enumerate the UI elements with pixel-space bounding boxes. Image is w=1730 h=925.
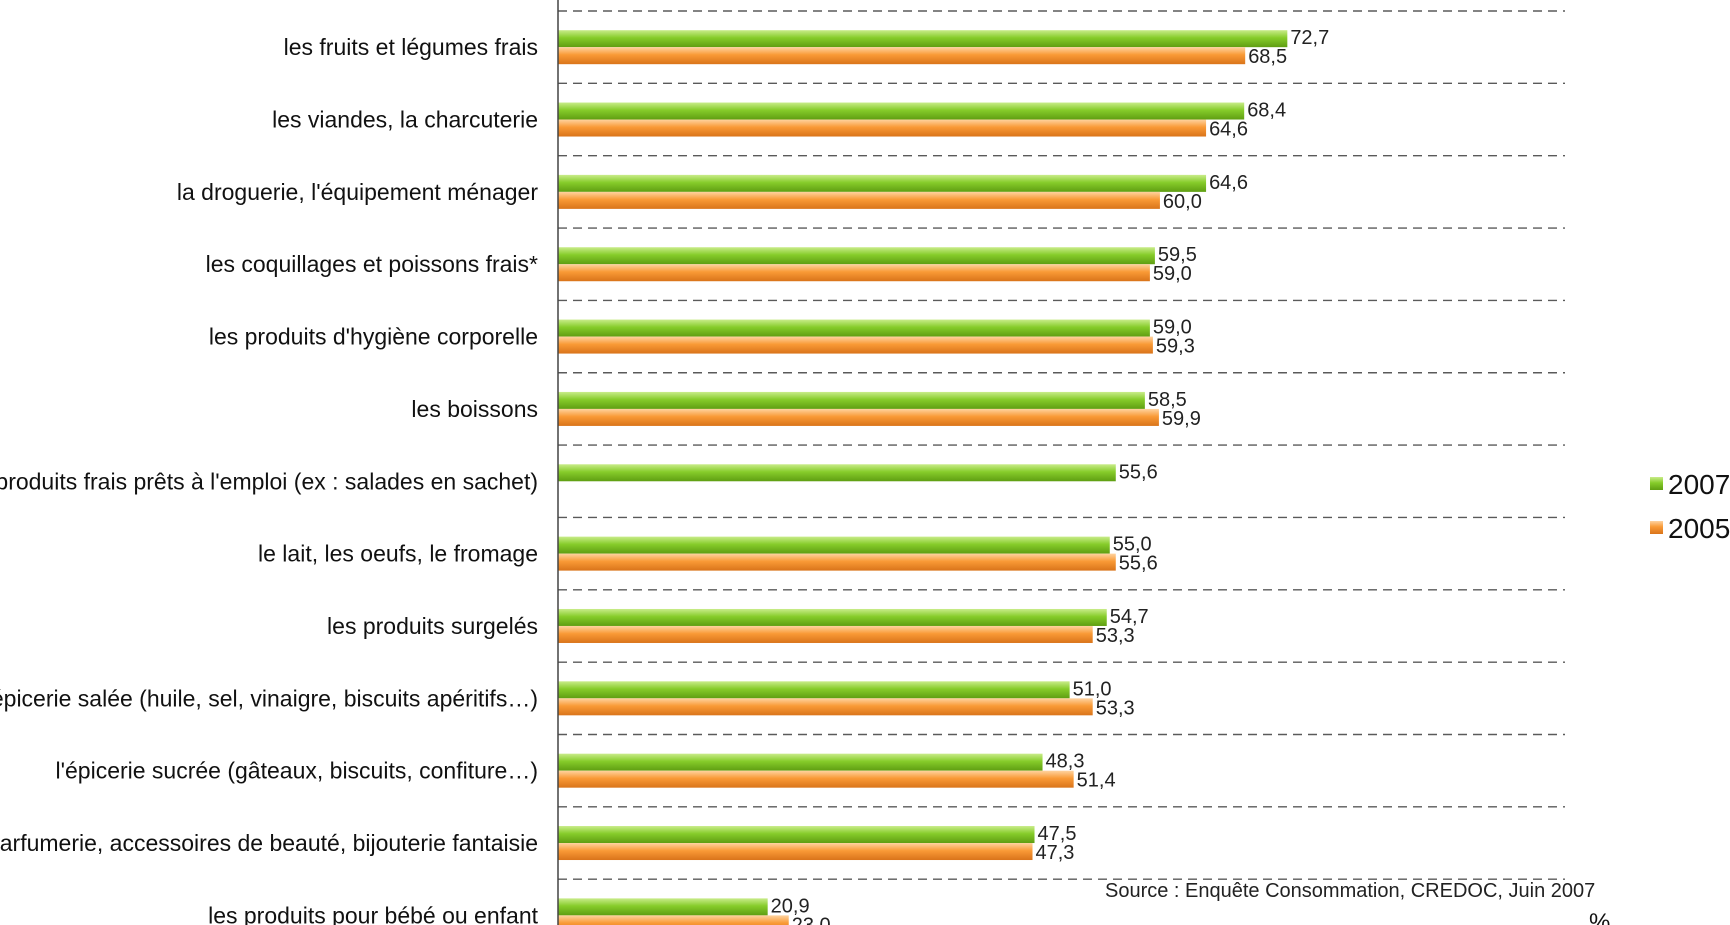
category-labels: les fruits et légumes frais les viandes, … [0,34,539,925]
bar-2007 [558,898,768,916]
bar-2007 [558,464,1116,482]
category-label: l'épicerie salée (huile, sel, vinaigre, … [0,685,538,711]
category-label: les produits d'hygiène corporelle [209,324,538,350]
source-note: Source : Enquête Consommation, CREDOC, J… [1105,880,1595,902]
bar-2005 [558,47,1246,65]
data-label-2005: 51,4 [1077,770,1116,792]
legend-label-2007: 2007 [1668,469,1730,500]
bar-2007 [558,536,1110,554]
bar-2005 [558,770,1074,788]
bar-2005 [558,264,1150,282]
value-labels: 72,768,568,464,664,660,059,559,059,059,3… [771,27,1330,925]
data-label-2005: 64,6 [1209,119,1248,141]
category-label: la droguerie, l'équipement ménager [177,179,538,205]
data-label-2005: 60,0 [1163,191,1202,213]
bar-2007 [558,247,1155,265]
bar-2005 [558,843,1033,861]
category-label: les produits frais prêts à l'emploi (ex … [0,468,538,494]
data-label-2007: 54,7 [1110,606,1149,628]
legend: 2007 2005 [1650,469,1730,544]
category-label: les viandes, la charcuterie [272,107,538,133]
data-label-2007: 55,6 [1119,461,1158,483]
category-label: le lait, les oeufs, le fromage [258,541,538,567]
category-label: la parfumerie, accessoires de beauté, bi… [0,830,538,856]
bar-2007 [558,826,1035,844]
data-label-2007: 58,5 [1148,389,1187,411]
bar-2005 [558,698,1093,716]
bar-2005 [558,625,1093,643]
legend-swatch-2007 [1650,477,1663,490]
data-label-2007: 47,5 [1038,823,1077,845]
category-label: les fruits et légumes frais [284,34,538,60]
bar-2005 [558,408,1159,426]
category-label: les coquillages et poissons frais* [206,251,538,277]
legend-swatch-2005 [1650,521,1663,534]
bar-2007 [558,753,1043,771]
category-label: les produits surgelés [327,613,538,639]
data-label-2005: 47,3 [1036,842,1075,864]
bar-2007 [558,391,1145,409]
data-label-2007: 55,0 [1113,534,1152,556]
data-label-2007: 72,7 [1290,27,1329,49]
data-label-2005: 53,3 [1096,625,1135,647]
gridlines [558,10,1565,880]
legend-label-2005: 2005 [1668,513,1730,544]
bar-2005 [558,119,1207,137]
bar-2007 [558,102,1245,120]
data-label-2007: 68,4 [1247,100,1286,122]
bar-2005 [558,336,1153,354]
data-label-2007: 59,5 [1158,244,1197,266]
bar-2007 [558,608,1107,626]
data-label-2007: 59,0 [1153,317,1192,339]
bar-2007 [558,174,1207,192]
bar-2007 [558,319,1150,337]
category-label: les boissons [411,396,538,422]
data-label-2005: 23,0 [792,914,831,925]
axis-unit-label: % [1589,909,1610,925]
bars [558,30,1288,925]
category-label: les produits pour bébé ou enfant [208,902,539,925]
data-label-2007: 64,6 [1209,172,1248,194]
data-label-2005: 59,0 [1153,263,1192,285]
bar-2005 [558,915,789,925]
bar-2007 [558,681,1070,699]
data-label-2007: 20,9 [771,895,810,917]
bar-2005 [558,553,1116,571]
data-label-2005: 59,3 [1156,336,1195,358]
data-label-2005: 68,5 [1248,46,1287,68]
bar-2005 [558,191,1160,209]
data-label-2005: 53,3 [1096,697,1135,719]
bar-2007 [558,30,1288,48]
data-label-2005: 55,6 [1119,553,1158,575]
category-label: l'épicerie sucrée (gâteaux, biscuits, co… [56,758,539,784]
data-label-2007: 51,0 [1073,678,1112,700]
data-label-2007: 48,3 [1046,751,1085,773]
data-label-2005: 59,9 [1162,408,1201,430]
